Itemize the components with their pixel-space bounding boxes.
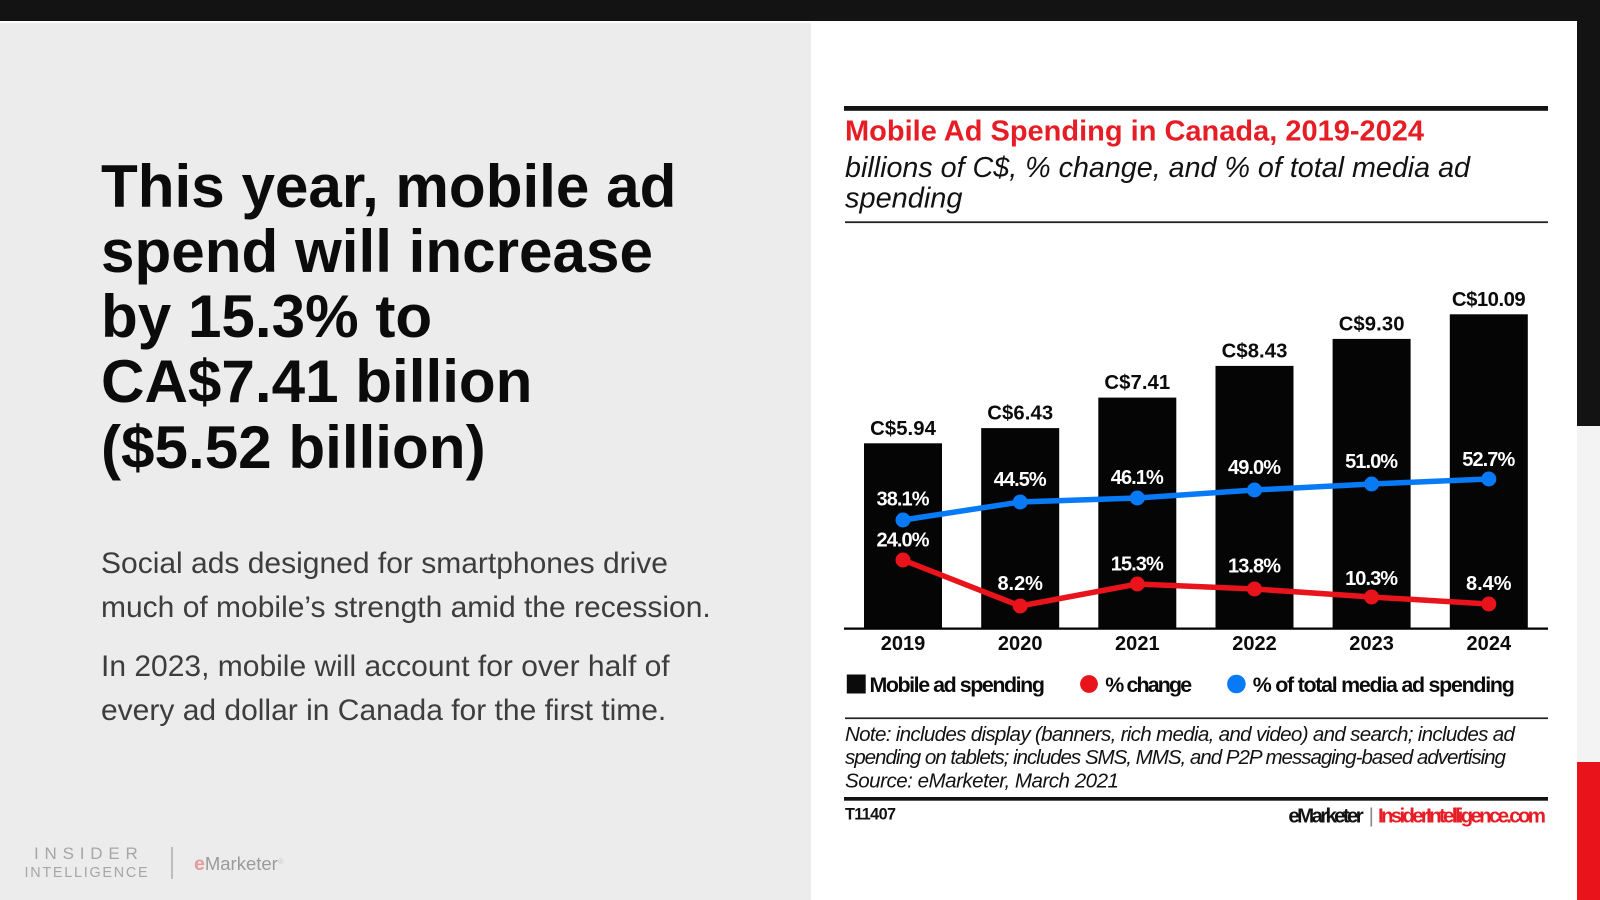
svg-text:52.7%: 52.7% [1462,449,1515,471]
svg-text:eMarketer: eMarketer [1288,805,1363,828]
svg-text:24.0%: 24.0% [877,530,930,552]
svg-text:49.0%: 49.0% [1228,457,1281,479]
svg-text:8.2%: 8.2% [997,573,1043,595]
svg-text:2019: 2019 [881,633,926,655]
svg-text:|: | [1369,805,1374,828]
svg-text:13.8%: 13.8% [1228,556,1281,578]
svg-text:C$9.30: C$9.30 [1339,314,1405,336]
svg-text:Mobile Ad Spending in Canada,: Mobile Ad Spending in Canada, 2019-2024 [845,116,1424,148]
svg-text:Note: includes display (banner: Note: includes display (banners, rich me… [845,723,1516,746]
svg-text:billions of C$, % change, and: billions of C$, % change, and % of total… [845,151,1471,183]
svg-text:C$6.43: C$6.43 [987,403,1053,425]
svg-text:44.5%: 44.5% [994,469,1047,491]
svg-text:15.3%: 15.3% [1111,554,1164,576]
svg-text:2023: 2023 [1349,633,1394,655]
svg-text:2024: 2024 [1467,633,1512,655]
svg-text:Source: eMarketer, March 2021: Source: eMarketer, March 2021 [845,769,1119,792]
svg-text:46.1%: 46.1% [1111,467,1164,489]
svg-text:2020: 2020 [998,633,1043,655]
svg-text:C$10.09: C$10.09 [1452,289,1526,311]
svg-text:% change: % change [1105,673,1192,697]
svg-text:38.1%: 38.1% [877,489,930,511]
svg-text:% of total media ad spending: % of total media ad spending [1253,673,1515,697]
svg-text:10.3%: 10.3% [1345,568,1398,590]
svg-text:2021: 2021 [1115,633,1160,655]
svg-text:C$5.94: C$5.94 [870,418,937,440]
svg-text:T11407: T11407 [845,806,896,824]
svg-text:C$7.41: C$7.41 [1104,372,1170,394]
svg-text:Mobile ad spending: Mobile ad spending [870,673,1045,697]
svg-text:InsiderIntelligence.com: InsiderIntelligence.com [1378,805,1546,828]
svg-text:2022: 2022 [1232,633,1277,655]
svg-text:spending: spending [845,181,963,213]
svg-text:51.0%: 51.0% [1345,451,1398,473]
svg-text:C$8.43: C$8.43 [1222,341,1288,363]
svg-text:8.4%: 8.4% [1466,573,1512,595]
svg-text:spending on tablets; includes: spending on tablets; includes SMS, MMS, … [845,746,1507,769]
